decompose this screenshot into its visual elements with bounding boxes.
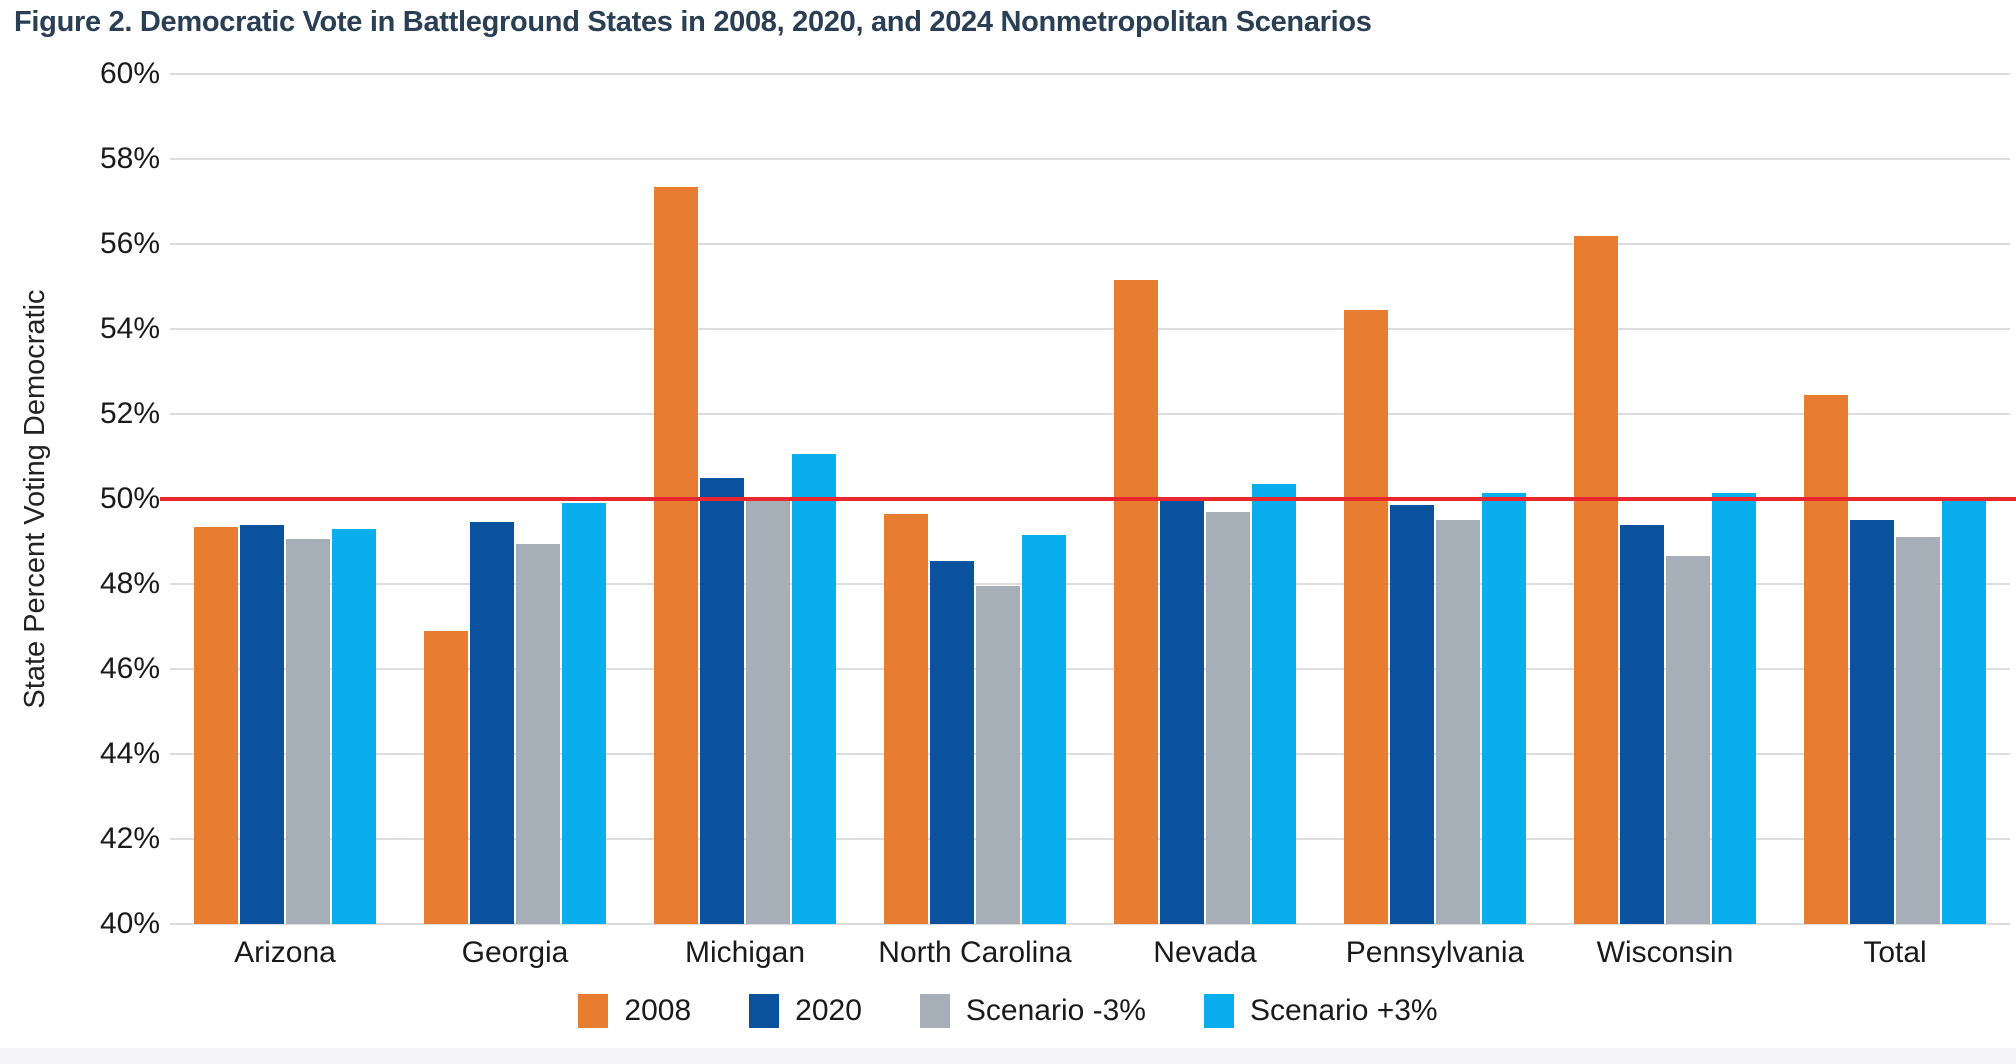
gridline — [170, 158, 2010, 160]
bar-group-arizona — [170, 74, 400, 924]
y-tick-label: 40% — [99, 907, 160, 940]
legend-swatch-2008 — [578, 994, 609, 1028]
gridline — [170, 413, 2010, 415]
bar-michigan-scenario-3 — [746, 501, 790, 924]
figure-title: Figure 2. Democratic Vote in Battlegroun… — [14, 6, 1372, 38]
bar-wisconsin-2020 — [1620, 524, 1664, 924]
bar-georgia-2020 — [470, 522, 514, 924]
gridline — [170, 753, 2010, 755]
y-tick-label: 46% — [99, 652, 160, 685]
x-axis-label-arizona: Arizona — [234, 936, 336, 969]
bar-michigan-2008 — [654, 186, 698, 924]
bar-group-georgia — [400, 74, 630, 924]
bar-arizona-scenario-3 — [286, 539, 330, 924]
x-axis-label-north-carolina: North Carolina — [878, 936, 1072, 969]
gridline — [170, 838, 2010, 840]
gridline — [170, 73, 2010, 75]
bar-pennsylvania-2020 — [1390, 505, 1434, 924]
reference-line-50pct — [160, 497, 2016, 501]
bar-michigan-scenario-3 — [792, 454, 836, 924]
bar-nevada-scenario-3 — [1206, 511, 1250, 924]
y-tick-label: 48% — [99, 567, 160, 600]
y-tick-label: 44% — [99, 737, 160, 770]
y-tick-label: 60% — [99, 57, 160, 90]
bar-north-carolina-scenario-3 — [976, 586, 1020, 924]
x-axis-label-nevada: Nevada — [1153, 936, 1257, 969]
legend: 2008 2020 Scenario -3% Scenario +3% — [0, 994, 2016, 1028]
bar-nevada-scenario-3 — [1252, 484, 1296, 924]
bar-wisconsin-scenario-3 — [1712, 492, 1756, 924]
bar-group-north-carolina — [860, 74, 1090, 924]
y-tick-label: 54% — [99, 312, 160, 345]
y-tick-label: 58% — [99, 142, 160, 175]
x-axis-label-pennsylvania: Pennsylvania — [1345, 936, 1525, 969]
x-axis-label-michigan: Michigan — [684, 936, 806, 969]
bar-group-nevada — [1090, 74, 1320, 924]
y-axis-ticks: 60% 58% 56% 54% 52% 50% 48% 46% 44% 42% 40% — [40, 57, 160, 940]
x-axis-labels: Arizona Georgia Michigan North Carolina Neva… — [170, 936, 2010, 980]
legend-item-scenario-3: Scenario -3% — [919, 994, 1146, 1028]
bar-north-carolina-scenario-3 — [1022, 535, 1066, 924]
bar-wisconsin-scenario-3 — [1666, 556, 1710, 924]
gridline — [170, 243, 2010, 245]
y-tick-label: 42% — [99, 822, 160, 855]
bar-georgia-2008 — [424, 630, 468, 924]
legend-item-2020: 2020 — [749, 994, 862, 1028]
x-axis-label-total: Total — [1863, 936, 1927, 969]
bar-group-pennsylvania — [1320, 74, 1550, 924]
bar-pennsylvania-scenario-3 — [1482, 492, 1526, 924]
bar-group-total — [1780, 74, 2010, 924]
plot-area — [160, 73, 2016, 925]
legend-label: Scenario +3% — [1249, 994, 1438, 1027]
bar-michigan-2020 — [700, 477, 744, 924]
bar-pennsylvania-scenario-3 — [1436, 520, 1480, 924]
bar-arizona-2020 — [240, 524, 284, 924]
legend-item-scenario-3: Scenario +3% — [1203, 994, 1438, 1028]
bar-total-2020 — [1850, 520, 1894, 924]
legend-label: Scenario -3% — [965, 994, 1146, 1027]
bar-nevada-2020 — [1160, 501, 1204, 924]
bar-total-scenario-3 — [1896, 537, 1940, 924]
gridline — [170, 668, 2010, 670]
bar-georgia-scenario-3 — [516, 543, 560, 924]
bar-north-carolina-2020 — [930, 560, 974, 924]
bar-arizona-scenario-3 — [332, 528, 376, 924]
bar-arizona-2008 — [194, 526, 238, 924]
bar-wisconsin-2008 — [1574, 235, 1618, 924]
gridline — [170, 583, 2010, 585]
bar-group-wisconsin — [1550, 74, 1780, 924]
x-axis-label-georgia: Georgia — [461, 936, 569, 969]
bar-total-scenario-3 — [1942, 501, 1986, 924]
bar-north-carolina-2008 — [884, 513, 928, 924]
y-tick-label: 56% — [99, 227, 160, 260]
y-tick-label: 50% — [99, 482, 160, 515]
bar-total-2008 — [1804, 394, 1848, 924]
legend-item-2008: 2008 — [578, 994, 691, 1028]
legend-label: 2020 — [795, 994, 862, 1027]
gridline — [170, 328, 2010, 330]
legend-swatch-scenario-3 — [919, 994, 950, 1028]
bar-pennsylvania-2008 — [1344, 309, 1388, 924]
bar-georgia-scenario-3 — [562, 503, 606, 924]
x-axis-label-wisconsin: Wisconsin — [1596, 936, 1734, 969]
bar-group-michigan — [630, 74, 860, 924]
y-tick-label: 52% — [99, 397, 160, 430]
bar-nevada-2008 — [1114, 280, 1158, 924]
legend-label: 2008 — [624, 994, 692, 1027]
legend-swatch-2020 — [749, 994, 780, 1028]
footer-strip — [0, 1048, 2016, 1064]
legend-swatch-scenario-3 — [1203, 994, 1234, 1028]
gridline — [170, 923, 2010, 925]
